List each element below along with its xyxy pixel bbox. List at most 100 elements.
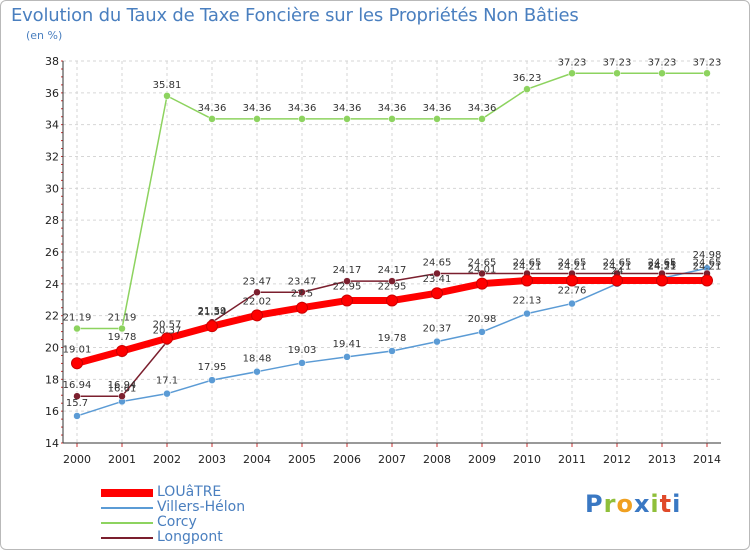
data-point-villers-helon [388, 347, 396, 355]
data-point-villers-helon [253, 367, 261, 376]
legend-swatch [101, 537, 153, 539]
y-unit-label: (en %) [26, 29, 63, 42]
logo-letter: t [659, 490, 673, 518]
data-point-longpont [118, 392, 126, 400]
data-label-corcy: 34.36 [423, 103, 452, 114]
data-label-villers-helon: 24.98 [693, 250, 722, 261]
data-point-louatre [656, 274, 668, 287]
data-label-louatre: 23.41 [423, 274, 452, 285]
data-point-louatre [431, 287, 443, 300]
y-tick-label: 22 [45, 310, 59, 323]
data-point-louatre [71, 357, 83, 370]
y-tick-label: 14 [45, 437, 59, 450]
x-tick-label: 2012 [603, 453, 631, 466]
y-tick-label: 34 [45, 119, 59, 132]
x-tick-label: 2000 [63, 453, 91, 466]
data-point-louatre [206, 320, 218, 333]
data-label-louatre: 22.95 [378, 282, 407, 293]
data-label-louatre: 24.21 [648, 261, 677, 272]
x-tick-label: 2009 [468, 453, 496, 466]
data-label-longpont: 24.17 [378, 265, 407, 276]
data-label-louatre: 24.21 [558, 261, 587, 272]
data-label-louatre: 20.57 [153, 319, 182, 330]
x-tick-label: 2011 [558, 453, 586, 466]
data-point-corcy [568, 69, 576, 78]
x-tick-label: 2001 [108, 453, 136, 466]
data-point-corcy [523, 85, 531, 93]
data-label-villers-helon: 18.48 [243, 354, 272, 365]
data-label-villers-helon: 19.41 [333, 339, 362, 350]
data-point-corcy [433, 115, 441, 123]
data-point-louatre [611, 274, 623, 287]
data-point-louatre [476, 277, 488, 290]
data-point-corcy [253, 115, 261, 123]
data-label-corcy: 35.81 [153, 80, 182, 91]
data-label-corcy: 37.23 [693, 57, 722, 68]
data-label-villers-helon: 17.1 [156, 376, 178, 387]
logo-letter: o [616, 490, 634, 518]
data-label-villers-helon: 24 [611, 266, 624, 277]
legend-label: LOUâTRE [157, 484, 222, 500]
logo-letter: r [603, 490, 617, 518]
data-point-louatre [341, 294, 353, 307]
data-label-longpont: 24.65 [423, 257, 452, 268]
data-point-louatre [701, 274, 713, 287]
data-label-longpont: 24.65 [513, 257, 542, 268]
proxiti-logo: Proxiti [585, 490, 681, 518]
data-point-louatre [251, 309, 263, 322]
data-label-louatre: 22.95 [333, 282, 362, 293]
x-tick-label: 2005 [288, 453, 316, 466]
data-point-longpont [298, 288, 306, 297]
data-point-louatre [566, 274, 578, 287]
data-label-louatre: 22.02 [243, 296, 272, 307]
data-label-longpont: 23.47 [288, 276, 317, 287]
data-label-louatre: 24.21 [603, 261, 632, 272]
data-label-louatre: 19.01 [63, 344, 92, 355]
x-tick-label: 2006 [333, 453, 361, 466]
data-label-corcy: 34.36 [468, 103, 497, 114]
data-label-longpont: 16.94 [63, 380, 92, 391]
data-point-corcy [613, 69, 621, 78]
data-label-villers-helon: 17.95 [198, 362, 227, 373]
data-point-corcy [73, 324, 81, 333]
logo-letter: i [650, 490, 660, 518]
data-point-longpont [343, 277, 351, 285]
data-point-villers-helon [433, 337, 441, 346]
data-label-corcy: 34.36 [333, 103, 362, 114]
data-point-villers-helon [343, 353, 351, 361]
y-tick-label: 16 [45, 405, 59, 418]
data-point-corcy [703, 69, 711, 78]
data-label-villers-helon: 22.76 [558, 286, 587, 297]
data-point-longpont [73, 392, 81, 400]
legend-swatch [101, 489, 153, 497]
data-point-louatre [386, 294, 398, 307]
data-label-louatre: 24.01 [468, 265, 497, 276]
data-label-corcy: 34.36 [243, 103, 272, 114]
data-label-louatre: 24.21 [693, 261, 722, 272]
data-label-longpont: 24.65 [468, 257, 497, 268]
data-point-louatre [116, 345, 128, 358]
data-label-longpont: 20.37 [153, 326, 182, 337]
data-label-villers-helon: 24.35 [648, 260, 677, 271]
data-point-corcy [388, 115, 396, 123]
data-label-corcy: 37.23 [558, 57, 587, 68]
data-point-corcy [478, 115, 486, 123]
data-label-longpont: 24.65 [603, 257, 632, 268]
y-tick-label: 26 [45, 246, 59, 259]
data-point-villers-helon [208, 376, 216, 384]
data-label-longpont: 24.65 [648, 257, 677, 268]
data-point-corcy [118, 324, 126, 333]
data-point-longpont [253, 288, 261, 297]
logo-letter: x [633, 490, 651, 518]
data-point-louatre [161, 332, 173, 345]
data-point-villers-helon [478, 328, 486, 336]
legend-label: Corcy [157, 514, 197, 530]
data-point-villers-helon [73, 412, 81, 420]
y-tick-label: 28 [45, 214, 59, 227]
chart-title: Evolution du Taux de Taxe Foncière sur l… [11, 5, 579, 26]
x-tick-label: 2010 [513, 453, 541, 466]
data-point-longpont [433, 269, 441, 278]
data-label-louatre: 24.21 [513, 261, 542, 272]
data-label-villers-helon: 19.78 [378, 333, 407, 344]
data-label-louatre: 22.5 [291, 289, 313, 300]
